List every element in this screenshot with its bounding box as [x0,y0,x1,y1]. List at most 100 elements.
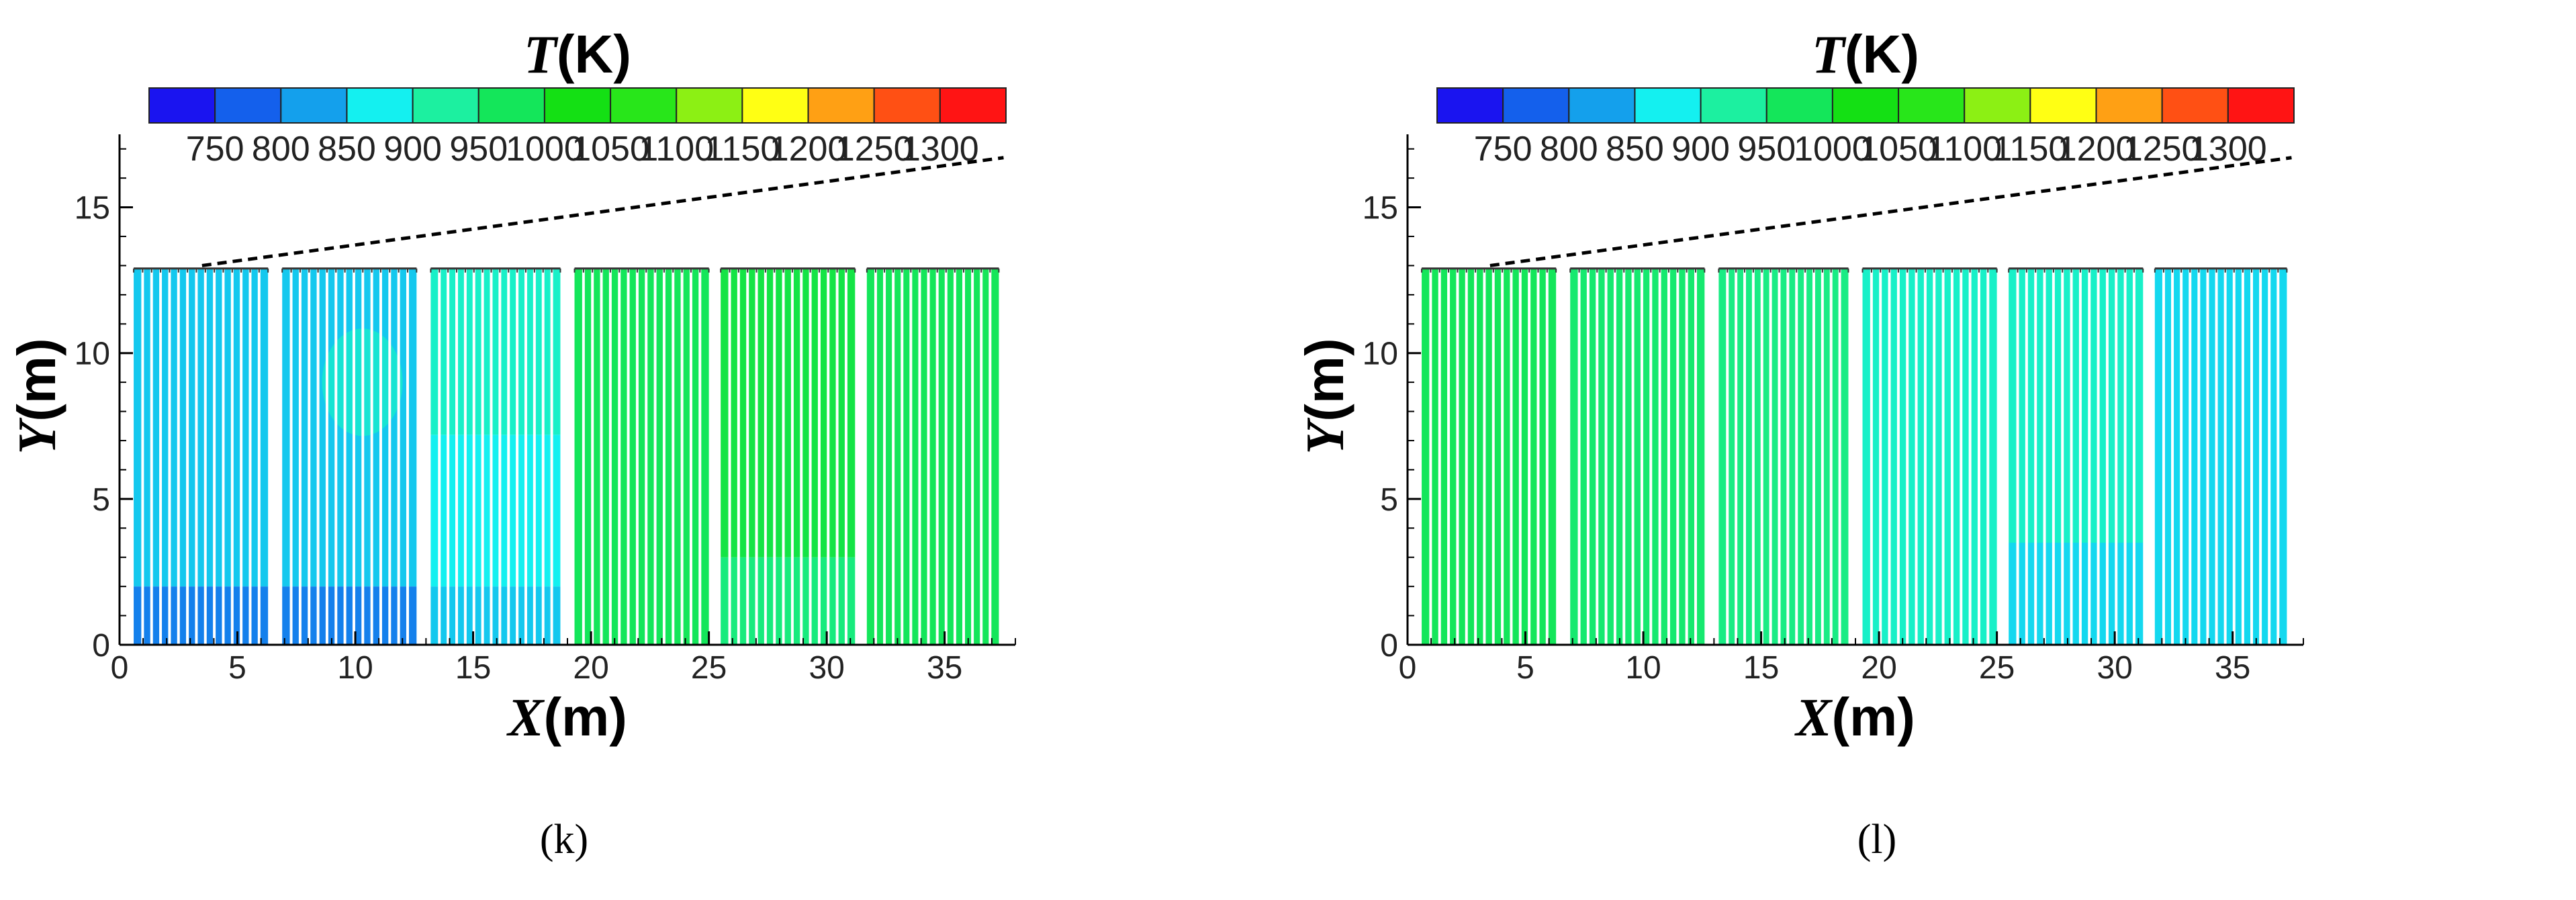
temperature-zone [134,586,269,645]
colorbar-tick-label: 800 [252,130,310,169]
colorbar-tick-label: 850 [1606,130,1664,169]
colorbar-tick-label: 1000 [506,130,584,169]
x-tick-label: 35 [2215,650,2250,686]
temperature-zone [282,586,417,645]
colorbar-swatch [346,87,414,124]
y-tick-label: 0 [1380,628,1398,664]
temperature-zone [574,268,709,645]
temperature-zone [134,268,269,587]
temperature-zone [721,268,856,557]
colorbar-swatch [1831,87,1900,124]
tube-bank [1421,267,1557,645]
colorbar-tick-label: 1000 [1794,130,1872,169]
temperature-zone [1718,268,1849,645]
colorbar: 750 800 850 900 9501000105011001150120012501… [1436,87,2295,169]
y-tick-label: 5 [92,482,110,518]
x-tick-label: 25 [1979,650,2015,686]
colorbar-swatch [1898,87,1966,124]
temperature-zone [1862,268,1997,645]
tube-bank [2008,267,2144,645]
colorbar-tick-label: 1250 [2123,130,2201,169]
y-tick-label: 5 [1380,482,1398,518]
colorbar-tick-label: 1150 [1992,130,2068,169]
y-axis-title: Y(m) [1295,338,1355,454]
temperature-zone [2009,543,2144,645]
colorbar-tick-label: 1100 [1927,130,2002,169]
tube-bank [281,267,418,645]
colorbar-swatch [610,87,678,124]
tube-bank [1718,267,1849,645]
colorbar-swatch [412,87,479,124]
colorbar-tick-label: 950 [1737,130,1796,169]
colorbar-tick-label: 1050 [1859,130,1937,169]
x-tick-label: 20 [1861,650,1896,686]
colorbar-swatch [676,87,743,124]
panel-k: T(K) 750 800 850 900 950 1000 1050 1100 1150 1200 1… [7,24,1016,862]
colorbar-swatch [873,87,941,124]
x-tick-label: 0 [111,650,129,686]
x-tick-label: 5 [228,650,246,686]
x-tick-label: 30 [2097,650,2132,686]
colorbar-tick-label: 1200 [2058,130,2135,169]
y-tick-label: 15 [75,191,110,226]
y-tick-label: 10 [75,336,110,372]
temperature-zone [430,268,561,435]
panel-l: T(K) 750 800 850 900 950 1000 1050 1100 1150 1200 1… [1288,0,2576,900]
colorbar-swatch [1964,87,2031,124]
colorbar-swatch [1634,87,1702,124]
temperature-zone [866,268,999,645]
colorbar-tick-label: 1200 [770,130,847,169]
colorbar-swatch [1568,87,1636,124]
colorbar-tick-label: 1300 [2189,130,2267,169]
colorbar-tick-label: 850 [318,130,376,169]
x-tick-label: 5 [1516,650,1534,686]
chart-panel-l: T(K)750 800 850 900 950100010501100115012001… [1295,24,2304,748]
panel-label: (k) [539,817,589,862]
y-tick-label: 0 [92,628,110,664]
tube-bank [720,267,856,645]
colorbar-tick-label: 1250 [835,130,913,169]
axes: 0 5 10 15 20 25 30 35 0 5 10 15 [75,134,1016,686]
x-axis-title: X(m) [506,687,627,748]
tube-bank [1861,267,1998,645]
colorbar-swatch [543,87,612,124]
x-tick-label: 30 [809,650,844,686]
x-tick-label: 20 [573,650,608,686]
temperature-zone [2009,268,2144,543]
colorbar-tick-label: 1300 [901,130,979,169]
colorbar-swatch [807,87,875,124]
colorbar-swatch [280,87,348,124]
colorbar: 750 800 850 900 9501000105011001150120012501… [148,87,1007,169]
colorbar-swatch [1765,87,1833,124]
colorbar-swatch [2029,87,2097,124]
x-tick-label: 0 [1399,650,1417,686]
chart-panel-k: T(K)750 800 850 900 950100010501100115012001… [7,24,1016,748]
colorbar-swatch [741,87,809,124]
colorbar-swatch [1436,87,1504,124]
roof-dashed-line [1489,156,2292,267]
colorbar-tick-label: 900 [383,130,442,169]
colorbar-tick-label: 750 [186,130,244,169]
colorbar-swatch [477,87,545,124]
y-axis-title: Y(m) [7,338,67,454]
temperature-zone [1570,268,1705,645]
temperature-zone [430,586,561,645]
colorbar-tick-label: 1050 [571,130,649,169]
colorbar-swatch [2095,87,2163,124]
panel-label: (l) [1857,817,1897,862]
tube-bank [866,267,1000,645]
colorbar-tick-label: 900 [1671,130,1730,169]
x-tick-label: 15 [1743,650,1779,686]
y-tick-label: 10 [1363,336,1398,372]
colorbar-title: T(K) [1812,24,1919,85]
colorbar-swatch [214,87,282,124]
x-tick-label: 35 [927,650,962,686]
tube-bank [2154,267,2288,645]
tube-bank [430,267,561,645]
axes: 0 5 10 15 20 25 30 35 0 5 10 15 [1363,134,2304,686]
colorbar-swatch [939,87,1007,124]
x-tick-label: 10 [337,650,373,686]
temperature-zone [2154,268,2287,645]
colorbar-tick-label: 1150 [704,130,780,169]
colorbar-tick-label: 1100 [639,130,714,169]
